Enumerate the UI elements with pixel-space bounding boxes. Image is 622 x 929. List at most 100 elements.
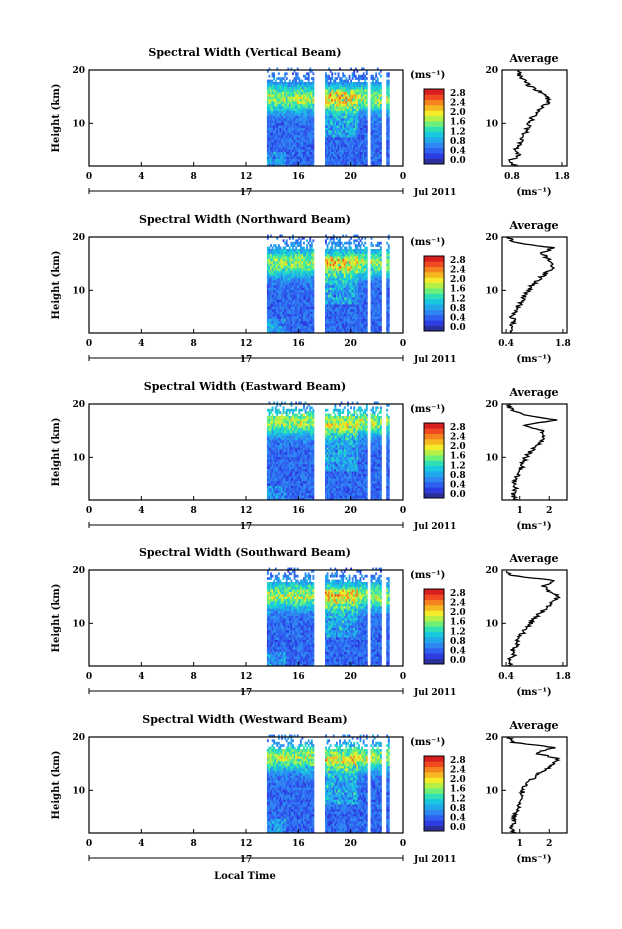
heatmap-cell — [309, 127, 312, 131]
heatmap-cell — [343, 101, 346, 104]
heatmap-cell — [376, 84, 379, 88]
heatmap-cell — [365, 330, 368, 334]
heatmap-cell — [353, 325, 356, 329]
heatmap-cell — [270, 244, 272, 247]
heatmap-cell — [312, 273, 315, 276]
heatmap-cell — [306, 301, 309, 305]
heatmap-cell — [304, 94, 307, 97]
heatmap-cell — [353, 115, 356, 119]
heatmap-cell — [357, 82, 360, 85]
heatmap-cell — [266, 292, 269, 295]
heatmap-cell — [301, 151, 304, 155]
heatmap-cell — [309, 139, 312, 143]
heatmap-cell — [309, 328, 312, 331]
heatmap-cell — [342, 294, 345, 298]
heatmap-cell — [268, 311, 271, 315]
heatmap-cell — [372, 144, 374, 148]
heatmap-cell — [271, 79, 274, 83]
heatmap-cell — [298, 289, 301, 293]
heatmap-cell — [386, 263, 389, 267]
heatmap-cell — [362, 127, 365, 131]
heatmap-cell — [340, 106, 343, 109]
heatmap-cell — [347, 82, 349, 85]
heatmap-cell — [293, 297, 296, 300]
heatmap-cell — [372, 108, 374, 112]
heatmap-cell — [268, 265, 271, 269]
heatmap-cell — [359, 249, 362, 252]
heatmap-cell — [365, 299, 368, 303]
heatmap-cell — [266, 265, 269, 269]
heatmap-cell — [347, 325, 349, 329]
heatmap-cell — [373, 311, 376, 315]
heatmap-cell — [373, 316, 376, 319]
heatmap-cell — [292, 72, 294, 76]
heatmap-cell — [290, 270, 293, 274]
heatmap-cell — [342, 122, 345, 126]
heatmap-cell — [312, 130, 315, 133]
heatmap-cell — [343, 146, 346, 150]
heatmap-cell — [348, 134, 351, 138]
heatmap-cell — [357, 154, 360, 157]
heatmap-cell — [372, 98, 374, 102]
heatmap-cell — [373, 318, 376, 322]
heatmap-cell — [279, 318, 282, 322]
heatmap-cell — [373, 313, 376, 317]
heatmap-cell — [329, 96, 332, 100]
heatmap-cell — [325, 158, 327, 162]
heatmap-cell — [290, 275, 293, 279]
heatmap-cell — [310, 127, 313, 131]
heatmap-cell — [284, 139, 287, 143]
heatmap-cell — [353, 270, 356, 274]
heatmap-cell — [329, 265, 332, 269]
heatmap-cell — [343, 144, 346, 148]
heatmap-cell — [303, 113, 305, 116]
heatmap-cell — [273, 258, 276, 262]
heatmap-cell — [370, 249, 373, 252]
heatmap-cell — [328, 249, 331, 252]
heatmap-cell — [365, 151, 368, 155]
heatmap-cell — [306, 142, 309, 145]
heatmap-cell — [354, 292, 357, 295]
heatmap-cell — [326, 316, 329, 319]
heatmap-cell — [332, 149, 335, 152]
heatmap-cell — [364, 253, 367, 257]
heatmap-cell — [331, 306, 334, 310]
heatmap-cell — [337, 265, 340, 269]
heatmap-cell — [270, 163, 272, 167]
heatmap-cell — [271, 122, 274, 126]
heatmap-cell — [325, 306, 327, 310]
heatmap-cell — [268, 122, 271, 126]
heatmap-cell — [325, 137, 327, 140]
heatmap-cell — [332, 137, 335, 140]
heatmap-cell — [285, 122, 288, 126]
heatmap-cell — [353, 239, 356, 243]
heatmap-cell — [274, 301, 277, 305]
heatmap-cell — [282, 299, 285, 303]
heatmap-cell — [339, 108, 342, 112]
heatmap-cell — [325, 74, 327, 78]
heatmap-cell — [276, 258, 279, 262]
heatmap-cell — [370, 280, 373, 283]
heatmap-cell — [266, 110, 269, 114]
heatmap-cell — [350, 323, 353, 327]
heatmap-cell — [348, 321, 351, 324]
heatmap-cell — [361, 299, 363, 303]
heatmap-cell — [386, 132, 389, 136]
heatmap-cell — [310, 134, 313, 138]
heatmap-cell — [379, 125, 382, 128]
heatmap-cell — [301, 96, 304, 100]
heatmap-cell — [299, 163, 302, 167]
heatmap-cell — [288, 86, 291, 90]
heatmap-cell — [386, 125, 389, 128]
heatmap-cell — [375, 161, 378, 164]
heatmap-cell — [337, 86, 340, 90]
heatmap-cell — [376, 241, 379, 245]
heatmap-cell — [373, 282, 376, 286]
heatmap-cell — [287, 244, 290, 247]
heatmap-cell — [284, 330, 287, 334]
heatmap-cell — [276, 139, 279, 143]
heatmap-cell — [309, 96, 312, 100]
heatmap-cell — [370, 282, 373, 286]
heatmap-cell — [343, 154, 346, 157]
